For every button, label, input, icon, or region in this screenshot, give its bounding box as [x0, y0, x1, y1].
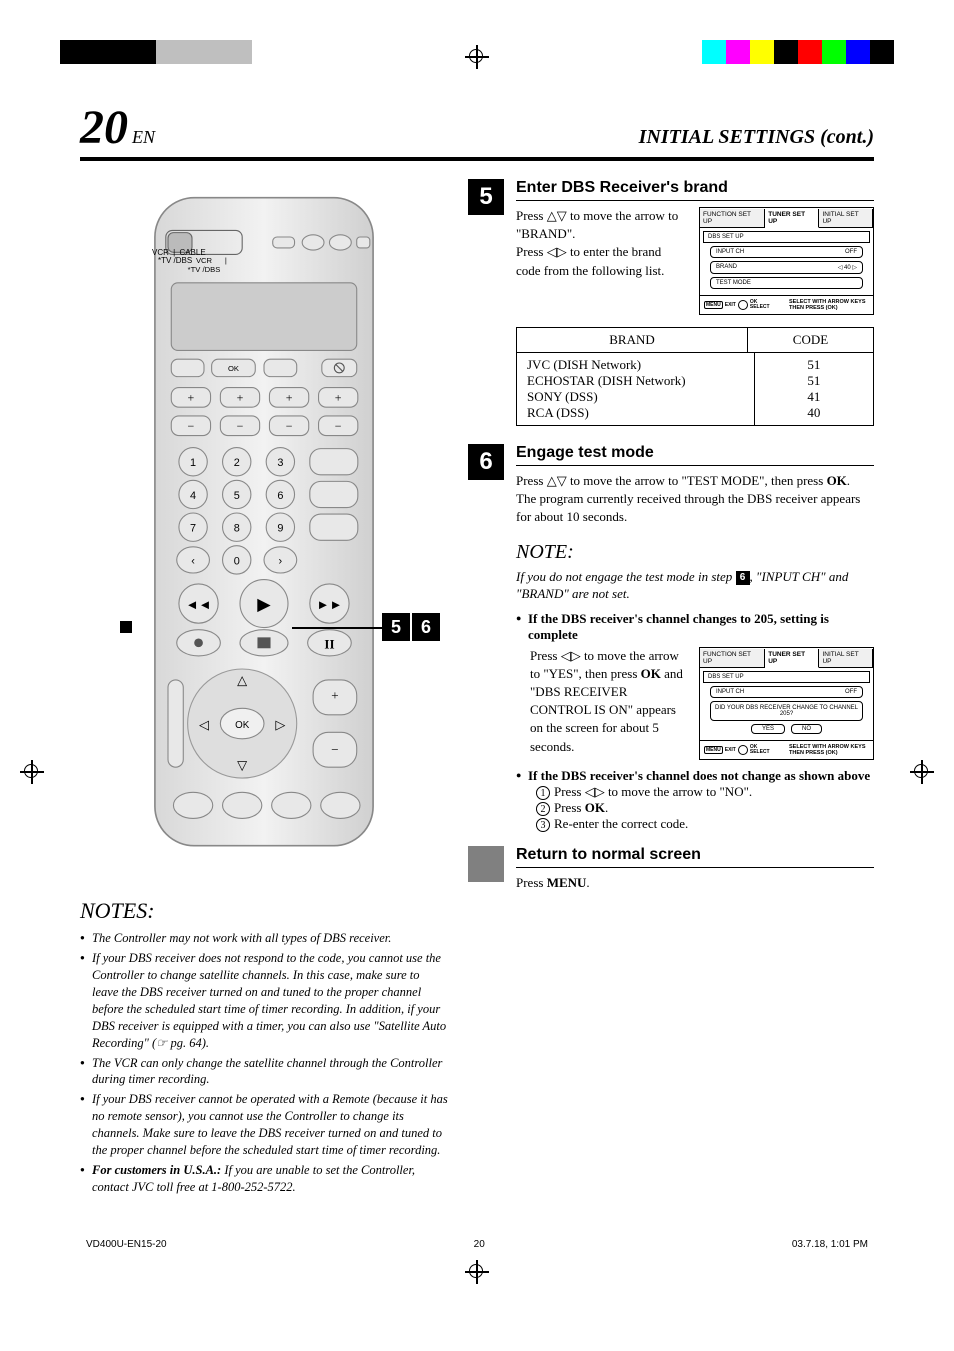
step-5-title: Enter DBS Receiver's brand: [516, 179, 874, 201]
svg-text:2: 2: [234, 457, 240, 469]
sub-step: 3Re-enter the correct code.: [536, 816, 874, 832]
svg-text:−: −: [286, 419, 293, 433]
notes-item: If your DBS receiver cannot be operated …: [80, 1091, 448, 1159]
svg-text:−: −: [335, 419, 342, 433]
table-row: ECHOSTAR (DISH Network): [527, 373, 744, 389]
svg-text:+: +: [286, 391, 293, 405]
svg-text:0: 0: [234, 555, 240, 567]
footer-center: 20: [474, 1239, 485, 1250]
return-title: Return to normal screen: [516, 846, 874, 868]
callout-line: [292, 627, 382, 629]
callout-marker-icon: [120, 621, 132, 633]
step-5: 5 Enter DBS Receiver's brand Press △▽ to…: [468, 179, 874, 426]
footer-right: 03.7.18, 1:01 PM: [792, 1239, 868, 1250]
step6-para2: The program currently received through t…: [516, 490, 874, 526]
svg-text:7: 7: [190, 523, 196, 535]
table-row: 51: [765, 373, 863, 389]
svg-text:▽: ▽: [237, 757, 247, 772]
bullet-channel-205: If the DBS receiver's channel changes to…: [516, 611, 874, 643]
th-brand: BRAND: [517, 328, 748, 352]
page-number: 20: [80, 100, 128, 155]
svg-text:6: 6: [277, 490, 283, 502]
switch-label-tv-dbs: *TV /DBS: [158, 256, 192, 265]
remote-diagram: 5 6 VCR |: [144, 189, 384, 858]
callout-5: 5: [382, 613, 410, 641]
callout-6: 6: [412, 613, 440, 641]
table-row: 51: [765, 357, 863, 373]
svg-text:OK: OK: [228, 364, 239, 373]
step-number-blank: [468, 846, 504, 882]
footer-left: VD400U-EN15-20: [86, 1239, 167, 1250]
svg-text:▷: ▷: [275, 717, 285, 732]
sub-step: 2Press OK.: [536, 800, 874, 816]
svg-text:+: +: [335, 391, 342, 405]
page-suffix: EN: [132, 127, 155, 148]
step6-para1: Press △▽ to move the arrow to "TEST MODE…: [516, 472, 874, 490]
svg-text:5: 5: [234, 490, 240, 502]
table-row: 40: [765, 405, 863, 421]
svg-text:▶: ▶: [257, 594, 271, 614]
crosshair-bottom-icon: [465, 1260, 489, 1284]
notes-item: The Controller may not work with all typ…: [80, 930, 448, 947]
bullet1-text: Press ◁▷ to move the arrow to "YES", the…: [530, 647, 689, 760]
svg-text:◁: ◁: [199, 717, 209, 732]
step-number-5: 5: [468, 179, 504, 215]
step5-line1: Press △▽ to move the arrow to "BRAND".: [516, 207, 689, 243]
notes-heading: NOTES:: [80, 898, 448, 924]
svg-text:−: −: [188, 419, 195, 433]
svg-text:4: 4: [190, 490, 196, 502]
sub-steps-list: 1Press ◁▷ to move the arrow to "NO".2Pre…: [516, 784, 874, 832]
table-row: RCA (DSS): [527, 405, 744, 421]
svg-text:8: 8: [234, 523, 240, 535]
return-text: Press MENU.: [516, 874, 874, 892]
footer: VD400U-EN15-20 20 03.7.18, 1:01 PM: [80, 1239, 874, 1250]
step-6: 6 Engage test mode Press △▽ to move the …: [468, 444, 874, 832]
th-code: CODE: [748, 328, 873, 352]
svg-text:*TV /DBS: *TV /DBS: [188, 265, 221, 274]
svg-text:OK: OK: [235, 720, 250, 731]
svg-text:‹: ‹: [191, 555, 195, 567]
notes-item: If your DBS receiver does not respond to…: [80, 950, 448, 1051]
step-return: Return to normal screen Press MENU.: [468, 846, 874, 892]
svg-text:△: △: [237, 672, 247, 687]
table-row: 41: [765, 389, 863, 405]
svg-text:−: −: [237, 419, 244, 433]
step6-note-text: If you do not engage the test mode in st…: [516, 568, 874, 603]
svg-text:+: +: [331, 688, 338, 703]
table-row: JVC (DISH Network): [527, 357, 744, 373]
svg-text:+: +: [237, 391, 244, 405]
notes-item: For customers in U.S.A.: If you are unab…: [80, 1162, 448, 1196]
step5-line2: Press ◁▷ to enter the brand code from th…: [516, 243, 689, 279]
svg-text:◄◄: ◄◄: [186, 597, 212, 612]
bullet-no-change: If the DBS receiver's channel does not c…: [516, 768, 874, 784]
svg-text:−: −: [331, 742, 338, 757]
brand-code-table: BRAND CODE JVC (DISH Network)ECHOSTAR (D…: [516, 327, 874, 426]
osd-screen-brand: FUNCTION SET UP TUNER SET UP INITIAL SET…: [699, 207, 874, 315]
svg-text:1: 1: [190, 457, 196, 469]
svg-text:►►: ►►: [317, 597, 343, 612]
page-header: 20 EN INITIAL SETTINGS (cont.): [80, 100, 874, 161]
svg-text:II: II: [324, 636, 334, 651]
step-number-6: 6: [468, 444, 504, 480]
table-row: SONY (DSS): [527, 389, 744, 405]
svg-text:3: 3: [277, 457, 283, 469]
svg-text:+: +: [188, 391, 195, 405]
sub-step: 1Press ◁▷ to move the arrow to "NO".: [536, 784, 874, 800]
notes-list: The Controller may not work with all typ…: [80, 930, 448, 1195]
svg-text:|: |: [225, 256, 227, 265]
svg-text:9: 9: [277, 523, 283, 535]
step-6-title: Engage test mode: [516, 444, 874, 466]
remote-svg: VCR | *TV /DBS OK: [144, 189, 384, 854]
step-5-text: Press △▽ to move the arrow to "BRAND". P…: [516, 207, 689, 315]
step6-note-heading: NOTE:: [516, 541, 874, 564]
notes-item: The VCR can only change the satellite ch…: [80, 1055, 448, 1089]
svg-text:›: ›: [279, 555, 283, 567]
switch-labels: VCR | CABLE *TV /DBS: [152, 249, 206, 265]
osd-screen-yesno: FUNCTION SET UP TUNER SET UP INITIAL SET…: [699, 647, 874, 760]
section-title: INITIAL SETTINGS (cont.): [639, 126, 874, 149]
